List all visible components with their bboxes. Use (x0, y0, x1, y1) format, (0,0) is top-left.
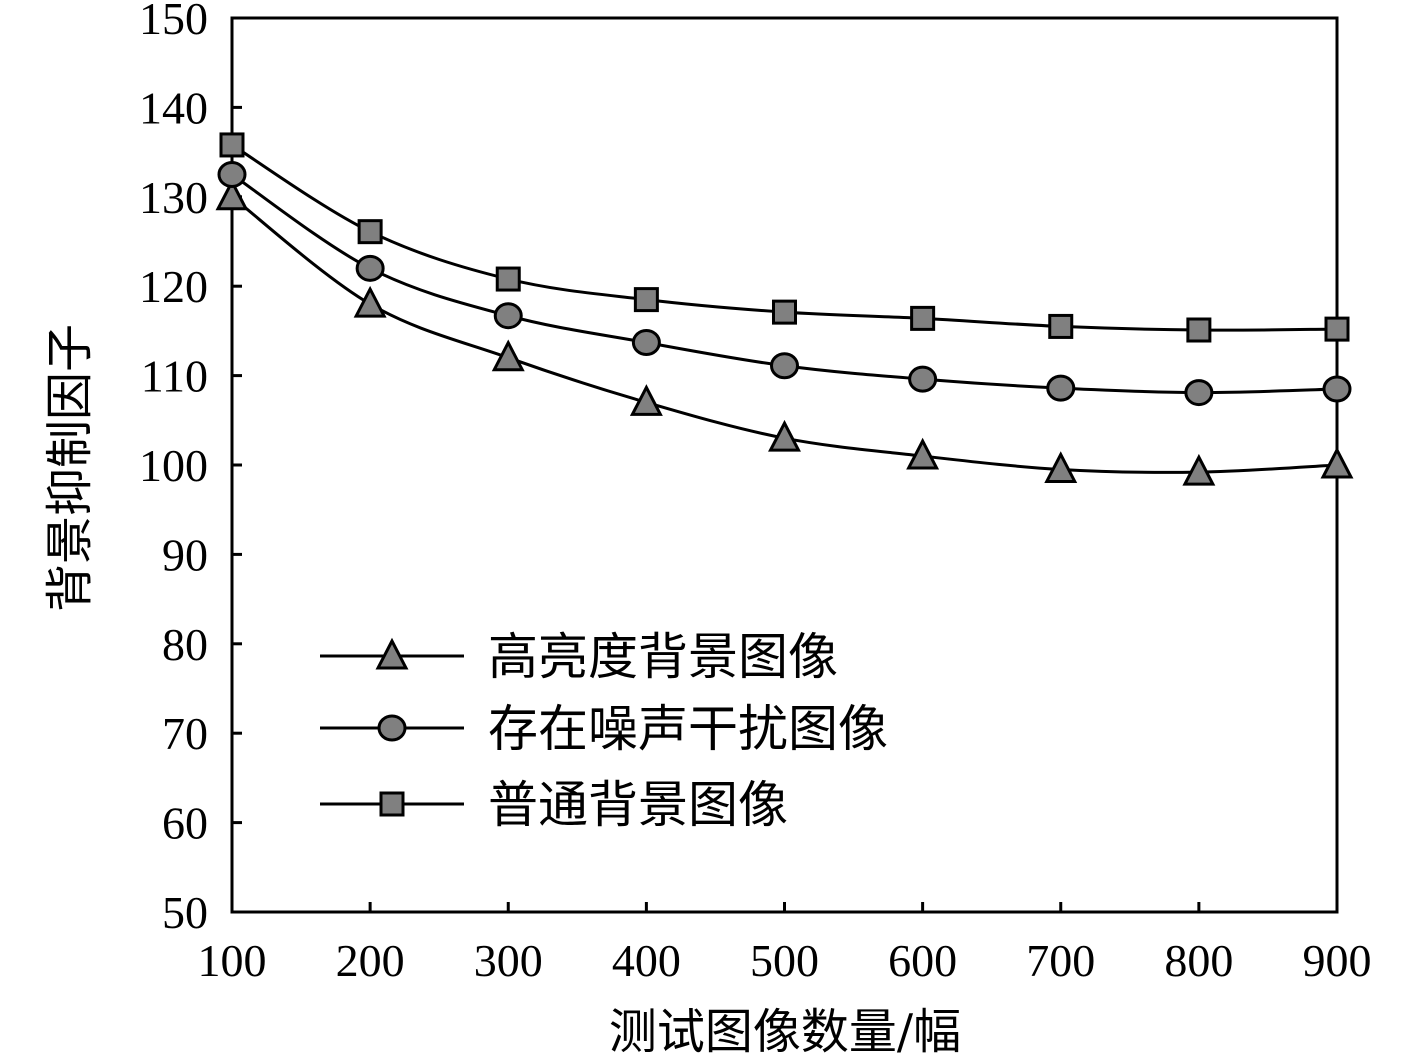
x-tick-label: 100 (198, 935, 267, 986)
x-tick-label: 300 (474, 935, 543, 986)
data-point-circle (355, 254, 385, 282)
legend-item: 存在噪声干扰图像 (320, 700, 888, 758)
data-point-circle (1322, 375, 1352, 403)
data-point-triangle (1044, 451, 1078, 483)
x-tick-label: 900 (1303, 935, 1372, 986)
data-point-circle (1184, 379, 1214, 407)
data-point-square (219, 132, 245, 158)
data-point-triangle (1320, 446, 1354, 479)
data-point-triangle (491, 339, 525, 372)
y-tick-label: 60 (162, 798, 208, 849)
data-point-circle (217, 160, 247, 188)
y-tick-label: 140 (139, 82, 208, 133)
series-triangle (215, 178, 1354, 486)
y-tick-label: 50 (162, 887, 208, 938)
y-tick-label: 150 (139, 0, 208, 44)
y-axis-title: 背景抑制因子 (42, 324, 98, 612)
legend-marker-triangle (375, 637, 409, 670)
y-tick-label: 80 (162, 619, 208, 670)
legend-marker-circle (377, 714, 407, 742)
data-point-triangle (215, 178, 249, 211)
data-point-triangle (768, 419, 801, 452)
series-layer (215, 132, 1354, 486)
series-circle (217, 160, 1352, 407)
data-point-square (772, 299, 797, 325)
data-point-square (910, 305, 936, 331)
data-point-circle (770, 352, 799, 380)
legend-label: 普通背景图像 (488, 776, 788, 834)
y-tick-label: 110 (141, 351, 208, 402)
x-tick-label: 600 (888, 935, 957, 986)
data-point-circle (908, 365, 938, 393)
x-tick-label: 800 (1164, 935, 1233, 986)
legend-item: 普通背景图像 (320, 776, 788, 834)
legend-label: 高亮度背景图像 (488, 628, 838, 686)
series-line (231, 195, 1338, 474)
x-tick-label: 400 (612, 935, 681, 986)
data-point-square (1324, 316, 1350, 342)
data-point-circle (631, 329, 661, 357)
data-point-triangle (353, 285, 387, 318)
data-point-square (633, 287, 659, 313)
x-tick-label: 200 (336, 935, 405, 986)
data-point-triangle (629, 384, 663, 416)
legend-marker-square (379, 791, 405, 817)
y-tick-label: 90 (162, 529, 208, 580)
y-tick-label: 70 (162, 708, 208, 759)
series-square (219, 132, 1350, 343)
y-tick-label: 100 (139, 440, 208, 491)
data-point-circle (1046, 374, 1076, 402)
x-tick-label: 500 (750, 935, 819, 986)
data-point-circle (493, 302, 523, 330)
data-point-square (1048, 313, 1074, 339)
y-axis: 50 60 70 80 90 100 110 120 130 140 150 (139, 0, 242, 938)
x-axis: 100 200 300 400 500 600 700 800 900 (198, 902, 1372, 986)
data-point-triangle (906, 437, 940, 470)
data-point-square (1186, 317, 1212, 343)
legend-label: 存在噪声干扰图像 (488, 700, 888, 758)
data-point-square (357, 219, 383, 245)
legend-item: 高亮度背景图像 (320, 628, 838, 686)
x-axis-title: 测试图像数量/幅 (609, 1004, 961, 1058)
y-tick-label: 130 (139, 172, 208, 223)
data-point-square (495, 266, 521, 292)
x-tick-label: 700 (1026, 935, 1095, 986)
y-tick-label: 120 (139, 261, 208, 312)
data-point-triangle (1182, 453, 1216, 486)
